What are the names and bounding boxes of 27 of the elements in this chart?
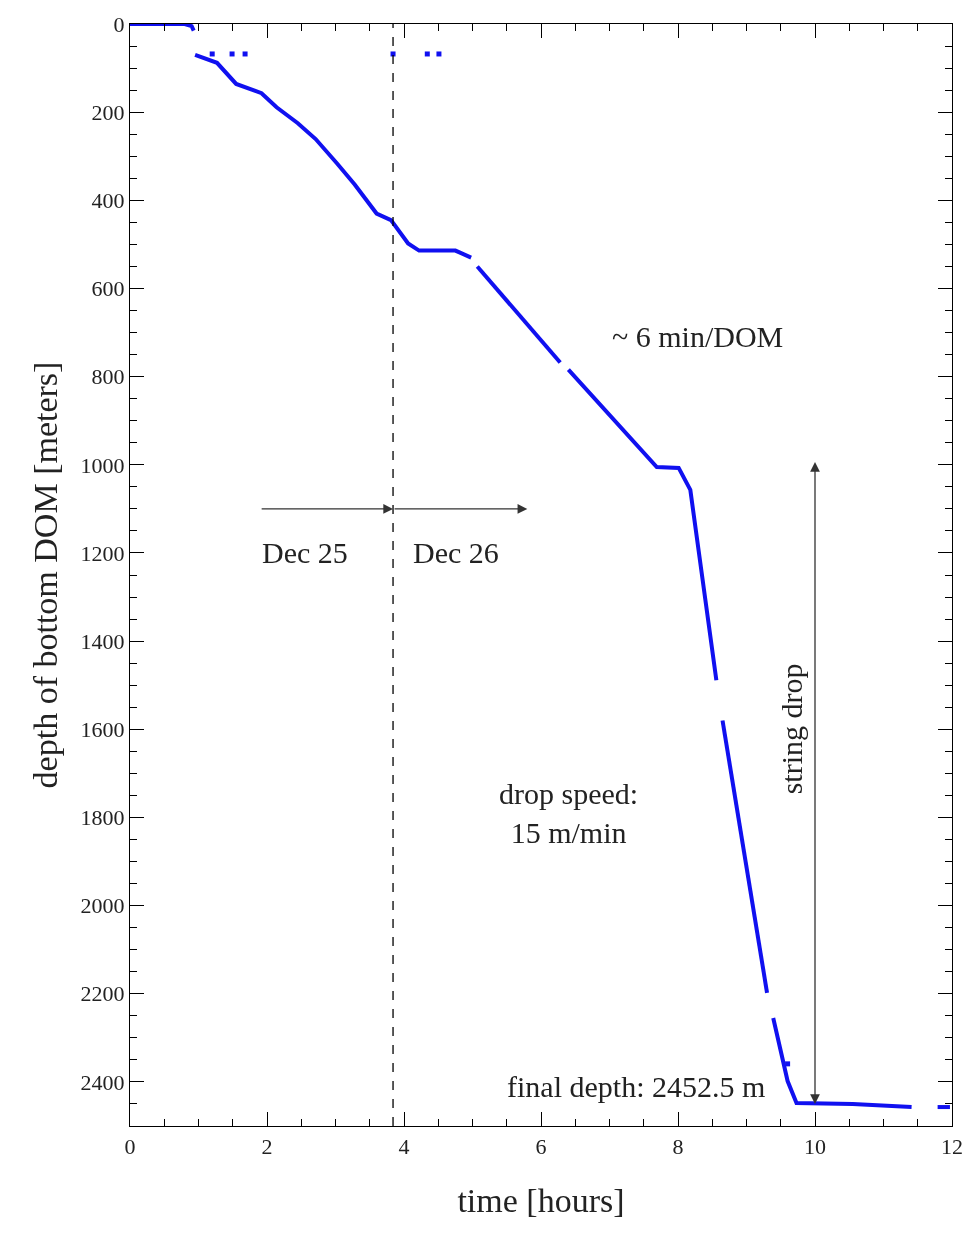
y-tick-label: 400 xyxy=(91,188,125,214)
y-tick-label: 200 xyxy=(91,99,125,125)
y-tick-label: 2000 xyxy=(80,893,125,919)
annotation: Dec 26 xyxy=(413,536,499,569)
x-tick-label: 2 xyxy=(261,1133,273,1159)
y-tick-label: 2200 xyxy=(80,981,125,1007)
x-tick-label: 6 xyxy=(535,1133,547,1159)
annotation: string drop xyxy=(774,663,808,795)
annotation: ~ 6 min/DOM xyxy=(612,320,784,353)
y-tick-label: 800 xyxy=(91,364,125,390)
x-tick-label: 12 xyxy=(941,1133,963,1159)
y-tick-label: 600 xyxy=(91,276,125,302)
x-tick-label: 4 xyxy=(398,1133,410,1159)
x-tick-label: 8 xyxy=(672,1133,684,1159)
x-axis-title: time [hours] xyxy=(457,1181,625,1219)
y-axis-title: depth of bottom DOM [meters] xyxy=(27,361,65,789)
y-tick-label: 1800 xyxy=(80,805,125,831)
y-tick-label: 2400 xyxy=(80,1069,125,1095)
y-tick-label: 1400 xyxy=(80,628,125,654)
annotation: final depth: 2452.5 m xyxy=(507,1070,766,1103)
annotation: Dec 25 xyxy=(262,536,348,569)
y-tick-label: 1600 xyxy=(80,716,125,742)
y-tick-label: 1000 xyxy=(80,452,125,478)
y-tick-label: 0 xyxy=(113,11,125,37)
annotation: drop speed: 15 m/min xyxy=(499,777,639,849)
y-tick-label: 1200 xyxy=(80,540,125,566)
x-tick-label: 10 xyxy=(804,1133,826,1159)
